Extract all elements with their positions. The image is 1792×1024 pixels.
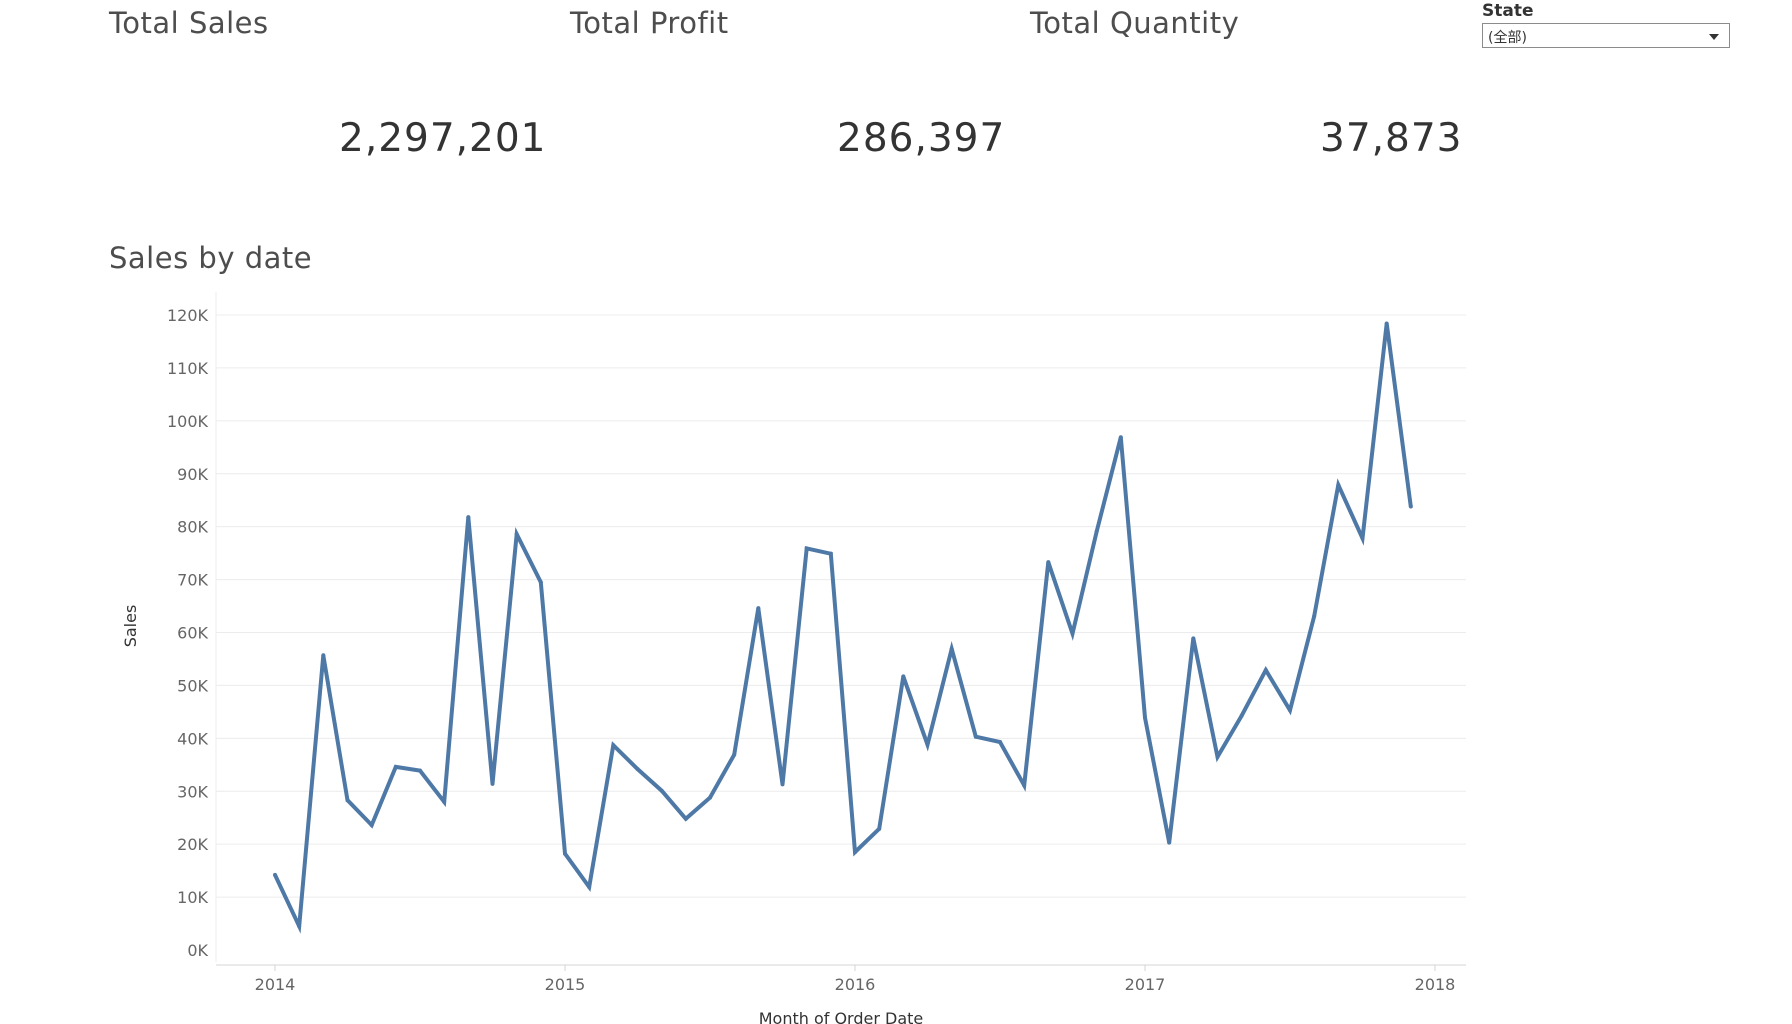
sales-data-point <box>1167 840 1172 845</box>
x-axis: 2014 2015 2016 2017 2018 <box>255 965 1456 994</box>
state-filter-value: (全部) <box>1488 30 1527 46</box>
sales-data-point <box>877 826 882 831</box>
y-tick-label: 0K <box>187 941 208 960</box>
y-tick-label: 30K <box>177 782 208 801</box>
y-tick-label: 100K <box>167 412 209 431</box>
x-tick-label: 2015 <box>545 975 586 994</box>
sales-data-point <box>973 734 978 739</box>
sales-data-point <box>659 788 664 793</box>
sales-data-point <box>925 742 930 747</box>
sales-data-point <box>514 532 519 537</box>
y-tick-label: 70K <box>177 571 208 590</box>
sales-data-point <box>901 674 906 679</box>
sales-data-point <box>1215 754 1220 759</box>
sales-data-point <box>1360 536 1365 541</box>
y-tick-label: 120K <box>167 306 209 325</box>
y-tick-label: 40K <box>177 729 208 748</box>
sales-data-point <box>635 767 640 772</box>
chevron-down-icon[interactable] <box>1709 34 1719 40</box>
y-tick-label: 110K <box>167 359 209 378</box>
sales-data-point <box>853 850 857 855</box>
sales-data-point <box>418 768 422 773</box>
sales-data-point <box>345 798 350 803</box>
total-profit-title: Total Profit <box>570 6 729 40</box>
total-profit-value: 286,397 <box>837 116 1006 161</box>
sales-data-point <box>1288 708 1292 713</box>
sales-data-point <box>1191 636 1196 641</box>
sales-data-point <box>804 546 809 551</box>
x-tick-label: 2017 <box>1125 975 1166 994</box>
sales-data-point <box>1094 529 1099 534</box>
sales-data-point <box>732 752 737 757</box>
sales-data-point <box>393 764 398 769</box>
y-tick-label: 20K <box>177 835 208 854</box>
y-tick-label: 10K <box>177 888 208 907</box>
sales-data-point <box>683 816 688 821</box>
sales-data-point <box>1070 631 1075 636</box>
sales-data-point <box>369 823 374 828</box>
sales-data-point <box>949 646 954 651</box>
x-axis-title: Month of Order Date <box>759 1009 924 1024</box>
total-sales-value: 2,297,201 <box>339 116 547 161</box>
sales-data-point <box>1408 504 1413 509</box>
y-tick-label: 60K <box>177 624 208 643</box>
sales-data-point <box>1336 482 1341 487</box>
sales-data-point <box>273 872 277 877</box>
sales-data-point <box>1384 321 1389 326</box>
total-quantity-title: Total Quantity <box>1030 6 1240 40</box>
sales-data-point <box>538 580 543 585</box>
y-axis: 0K 10K 20K 30K 40K 50K 60K 70K 80K 90K 100K 110K 120… <box>167 306 209 960</box>
sales-data-point <box>611 743 616 748</box>
sales-data-point <box>708 795 712 800</box>
y-tick-label: 90K <box>177 465 208 484</box>
sales-series-points <box>273 321 1413 929</box>
sales-data-point <box>828 551 833 556</box>
y-tick-label: 80K <box>177 518 208 537</box>
sales-data-point <box>321 653 326 658</box>
state-filter-dropdown[interactable]: (全部) <box>1482 23 1730 48</box>
sales-data-point <box>1143 715 1147 720</box>
sales-data-point <box>1022 783 1027 788</box>
sales-data-point <box>442 799 447 804</box>
sales-data-point <box>780 782 785 787</box>
sales-data-point <box>297 924 302 929</box>
sales-data-point <box>466 515 471 520</box>
x-tick-label: 2018 <box>1415 975 1456 994</box>
total-quantity-value: 37,873 <box>1320 116 1463 161</box>
state-filter-label: State <box>1482 1 1534 21</box>
sales-data-point <box>1312 614 1317 619</box>
sales-data-point <box>563 851 567 856</box>
sales-data-point <box>756 606 761 611</box>
sales-data-point <box>1263 668 1268 673</box>
sales-data-point <box>998 740 1002 745</box>
sales-data-point <box>587 885 592 890</box>
chart-title: Sales by date <box>109 241 313 275</box>
chart-gridlines <box>215 292 1466 962</box>
sales-data-point <box>1046 560 1051 565</box>
sales-data-point <box>1118 435 1123 440</box>
sales-series-line <box>273 323 1413 934</box>
x-tick-label: 2014 <box>255 975 296 994</box>
sales-data-point <box>1239 713 1244 718</box>
x-tick-label: 2016 <box>835 975 876 994</box>
total-sales-title: Total Sales <box>109 6 269 40</box>
y-axis-title: Sales <box>121 605 140 648</box>
sales-data-point <box>490 781 495 786</box>
y-tick-label: 50K <box>177 676 208 695</box>
